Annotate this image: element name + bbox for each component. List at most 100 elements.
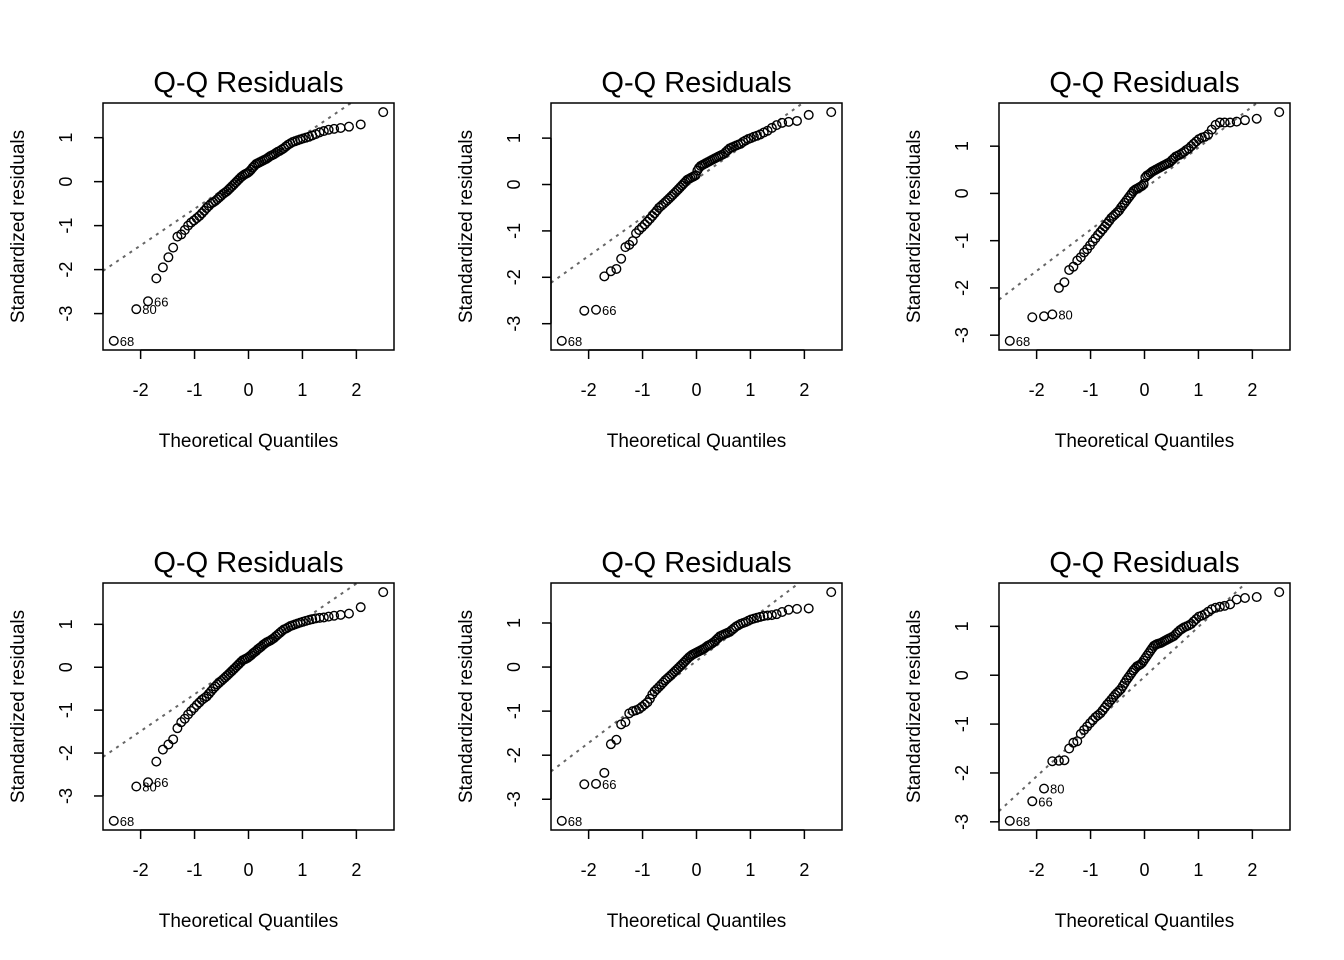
chart-title: Q-Q Residuals <box>601 547 791 579</box>
x-tick-label: 0 <box>1139 860 1149 880</box>
data-point <box>616 253 627 264</box>
x-tick-label: 0 <box>243 380 253 400</box>
data-point <box>579 779 590 790</box>
data-point <box>1085 718 1096 729</box>
data-point <box>620 717 631 728</box>
data-point <box>1225 599 1236 610</box>
x-tick-label: 2 <box>1247 860 1257 880</box>
plot-frame <box>550 102 843 351</box>
x-tick-label: -2 <box>133 380 149 400</box>
data-point <box>323 124 334 135</box>
data-point <box>131 781 142 792</box>
y-tick-label: 1 <box>56 133 76 143</box>
point-label: 66 <box>602 777 616 792</box>
data-point <box>631 228 642 239</box>
data-point <box>639 699 650 710</box>
y-tick-label: -2 <box>56 262 76 278</box>
data-point <box>378 107 389 118</box>
x-tick-label: -1 <box>1083 860 1099 880</box>
data-point <box>642 216 653 227</box>
point-label: 68 <box>568 334 582 349</box>
data-point <box>1191 614 1202 625</box>
data-point <box>1039 311 1050 322</box>
data-point <box>378 587 389 598</box>
chart-title: Q-Q Residuals <box>601 67 791 99</box>
data-point <box>143 777 154 788</box>
point-label: 68 <box>120 334 134 349</box>
data-point <box>1053 282 1064 293</box>
point-label: 68 <box>120 814 134 829</box>
data-point <box>826 107 837 118</box>
data-point <box>176 717 187 728</box>
x-tick-label: -1 <box>635 860 651 880</box>
data-point <box>826 587 837 598</box>
data-point <box>314 127 325 138</box>
y-tick-label: -3 <box>952 814 972 830</box>
data-point <box>1136 180 1147 191</box>
x-tick-label: 1 <box>297 860 307 880</box>
data-point <box>1059 277 1070 288</box>
y-tick-label: 0 <box>56 177 76 187</box>
qq-panel-5: 68 66 -2 -1 0 1 2 -3 -2 -1 0 1 Q-Q Residuals Theoreti… <box>456 547 843 932</box>
y-tick-label: -1 <box>56 218 76 234</box>
y-tick-label: -1 <box>504 223 524 239</box>
data-point <box>191 699 202 710</box>
data-point <box>1231 594 1242 605</box>
x-tick-label: 0 <box>1139 380 1149 400</box>
data-point <box>599 767 610 778</box>
reference-line <box>551 583 801 773</box>
data-point <box>186 706 197 717</box>
x-tick-label: 0 <box>691 380 701 400</box>
data-point <box>1079 724 1090 735</box>
data-point <box>232 660 243 671</box>
y-tick-label: -2 <box>952 280 972 296</box>
y-tick-label: 0 <box>504 180 524 190</box>
y-axis-label: Standardized residuals <box>8 610 29 803</box>
x-tick-label: -1 <box>187 380 203 400</box>
data-point <box>1053 755 1064 766</box>
data-point <box>611 734 622 745</box>
data-point <box>766 610 777 621</box>
data-point <box>168 242 179 253</box>
y-tick-label: -1 <box>504 703 524 719</box>
y-tick-label: 0 <box>56 662 76 672</box>
data-point <box>605 266 616 277</box>
x-axis-label: Theoretical Quantiles <box>1055 911 1235 932</box>
data-point <box>329 123 340 134</box>
y-tick-label: -2 <box>504 747 524 763</box>
data-point <box>1047 756 1058 767</box>
point-label: 66 <box>602 303 616 318</box>
x-tick-label: -2 <box>581 380 597 400</box>
data-point <box>766 122 777 133</box>
data-point <box>771 609 782 620</box>
data-point <box>1274 107 1285 118</box>
point-label: 80 <box>142 780 156 795</box>
x-tick-label: 2 <box>799 860 809 880</box>
data-point <box>108 335 119 346</box>
data-point <box>1210 602 1221 613</box>
data-point <box>1251 592 1262 603</box>
y-tick-label: -2 <box>952 765 972 781</box>
data-point <box>143 296 154 307</box>
y-tick-label: 1 <box>952 141 972 151</box>
plot-frame <box>550 582 843 831</box>
x-tick-label: 1 <box>745 860 755 880</box>
x-tick-label: 1 <box>297 380 307 400</box>
x-tick-label: -2 <box>1029 380 1045 400</box>
point-label: 80 <box>1050 782 1064 797</box>
y-tick-label: -2 <box>504 269 524 285</box>
x-tick-label: 0 <box>691 860 701 880</box>
data-point <box>227 665 238 676</box>
data-point <box>157 262 168 273</box>
data-point <box>1188 138 1199 149</box>
y-tick-label: 1 <box>952 621 972 631</box>
point-label: 80 <box>142 302 156 317</box>
data-point <box>1239 115 1250 126</box>
data-point <box>1039 783 1050 794</box>
y-tick-label: 1 <box>504 133 524 143</box>
data-point <box>591 304 602 315</box>
x-axis-label: Theoretical Quantiles <box>159 911 339 932</box>
